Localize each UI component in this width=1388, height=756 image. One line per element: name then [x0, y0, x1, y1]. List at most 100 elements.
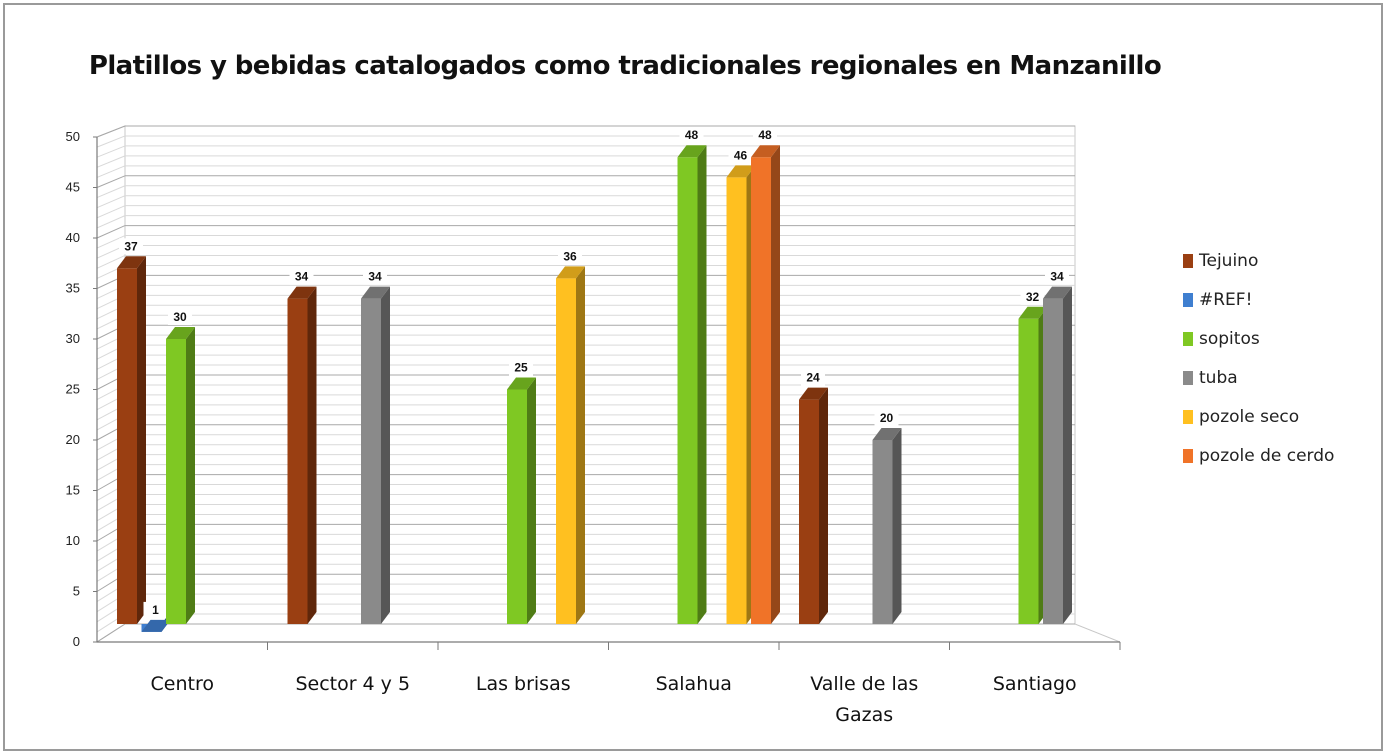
- legend-swatch: [1183, 449, 1193, 463]
- bar: [751, 157, 771, 624]
- x-category-label: Valle de las: [810, 673, 918, 695]
- gridline-side: [96, 135, 126, 148]
- data-label: 34: [368, 270, 382, 284]
- legend-label: sopitos: [1199, 329, 1260, 349]
- bar-side: [307, 286, 317, 624]
- legend-swatch: [1183, 293, 1193, 307]
- legend-swatch: [1183, 254, 1193, 268]
- legend-label: #REF!: [1199, 290, 1252, 310]
- data-label: 25: [514, 361, 528, 375]
- bar-top: [361, 286, 390, 299]
- legend-label: tuba: [1199, 368, 1238, 388]
- bar: [799, 399, 819, 624]
- bar-top: [166, 327, 195, 339]
- y-tick-label: 40: [66, 230, 80, 245]
- data-label-bg: [168, 309, 192, 325]
- bar-side: [527, 377, 536, 624]
- data-label-bg: [509, 359, 533, 376]
- data-label-bg: [874, 410, 899, 426]
- data-label-bg: [753, 127, 777, 144]
- chart-floor: [95, 623, 1121, 643]
- x-category-label: Santiago: [993, 673, 1077, 695]
- bar: [166, 339, 186, 624]
- bar: [1018, 318, 1039, 624]
- bar-top: [677, 145, 707, 158]
- data-label-bg: [801, 369, 825, 386]
- x-category-label: Sector 4 y 5: [295, 673, 410, 695]
- bar-top: [507, 377, 536, 390]
- data-label: 36: [563, 249, 577, 263]
- data-label-bg: [143, 601, 168, 618]
- y-tick-label: 15: [66, 483, 80, 498]
- gridline-side: [96, 255, 126, 269]
- data-label-bg: [289, 268, 314, 285]
- bar-side: [771, 145, 780, 624]
- y-tick-label: 25: [66, 382, 80, 397]
- bar-top: [751, 145, 780, 158]
- data-label: 46: [734, 148, 748, 162]
- bar-side: [697, 145, 707, 624]
- chart-title: Platillos y bebidas catalogados como tra…: [88, 51, 1162, 81]
- data-label: 34: [1050, 270, 1064, 284]
- gridline-side: [96, 175, 126, 188]
- data-label: 20: [880, 411, 894, 425]
- bar: [507, 389, 527, 624]
- data-label: 24: [806, 371, 820, 385]
- data-label-bg: [1045, 268, 1069, 285]
- x-category-label: Las brisas: [476, 673, 571, 695]
- bar-top: [287, 286, 317, 299]
- legend-label: Tejuino: [1198, 251, 1258, 271]
- bar: [1043, 298, 1063, 624]
- bar: [117, 268, 137, 624]
- data-label: 48: [685, 128, 699, 142]
- gridline-side: [96, 195, 126, 209]
- gridline-side: [96, 155, 126, 168]
- bar-side: [892, 428, 902, 624]
- bar-top: [1043, 286, 1072, 299]
- bar-top: [556, 266, 585, 279]
- gridline-side: [96, 235, 126, 249]
- legend-label: pozole seco: [1199, 407, 1299, 427]
- bar-side: [576, 266, 585, 624]
- bar-top: [117, 256, 146, 269]
- data-label: 48: [758, 128, 772, 142]
- bar-top: [726, 165, 756, 178]
- y-tick-label: 10: [66, 533, 80, 548]
- bar: [677, 157, 698, 624]
- data-label-bg: [728, 147, 753, 164]
- y-tick-label: 35: [66, 281, 80, 296]
- legend-swatch: [1183, 410, 1193, 424]
- y-tick-label: 0: [73, 634, 80, 649]
- legend-swatch: [1183, 332, 1193, 346]
- y-tick-label: 50: [66, 129, 80, 144]
- bar-side: [186, 327, 195, 624]
- data-label-bg: [119, 238, 143, 255]
- bar-side: [137, 256, 146, 624]
- legend-swatch: [1183, 371, 1193, 385]
- data-label-bg: [1020, 288, 1045, 305]
- gridline-side: [96, 623, 126, 643]
- gridline-side: [96, 165, 126, 178]
- data-label: 1: [152, 603, 159, 617]
- y-tick-label: 5: [73, 584, 80, 599]
- bar: [556, 278, 576, 624]
- bar-side: [1063, 286, 1072, 624]
- bar-top: [799, 387, 828, 400]
- bar-top: [872, 428, 902, 440]
- y-tick-label: 30: [66, 331, 80, 346]
- bar-top: [1018, 306, 1048, 319]
- data-label: 37: [124, 239, 138, 253]
- x-category-label: Salahua: [656, 673, 732, 695]
- bar-side: [381, 286, 390, 624]
- x-category-label: Gazas: [835, 704, 893, 726]
- data-label: 34: [295, 270, 309, 284]
- gridline-side: [96, 125, 126, 138]
- bar-side: [819, 387, 828, 624]
- x-category-label: Centro: [151, 673, 214, 695]
- data-label-bg: [679, 127, 704, 144]
- gridline-side: [96, 225, 126, 239]
- gridline-side: [96, 205, 126, 219]
- bar: [872, 440, 893, 624]
- legend-label: pozole de cerdo: [1199, 446, 1334, 466]
